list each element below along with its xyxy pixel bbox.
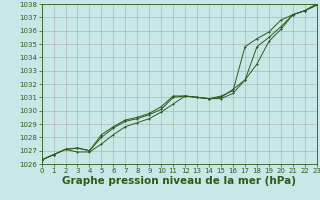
X-axis label: Graphe pression niveau de la mer (hPa): Graphe pression niveau de la mer (hPa) (62, 176, 296, 186)
